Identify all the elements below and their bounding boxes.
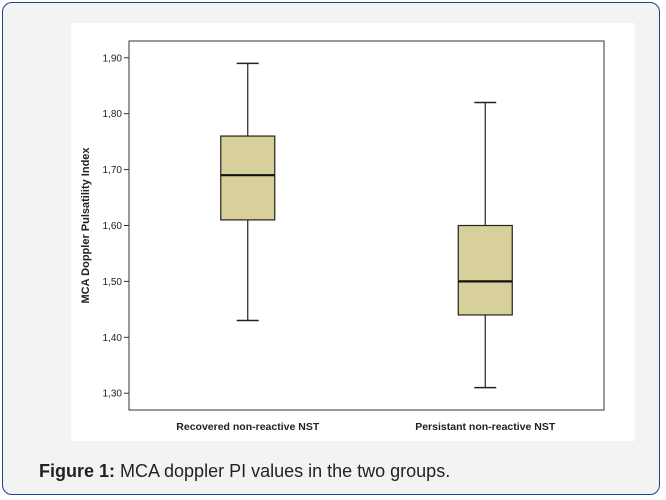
y-tick-label: 1,30 — [103, 389, 123, 400]
y-tick-label: 1,40 — [103, 333, 123, 344]
y-tick-label: 1,50 — [103, 277, 123, 288]
y-tick-label: 1,70 — [103, 165, 123, 176]
box-iqr — [457, 224, 513, 316]
figure-frame: 1,30 1,40 1,50 1,60 1,70 1,80 1,90 MCA Doppler … — [2, 2, 660, 495]
y-tick-label: 1,80 — [103, 109, 123, 120]
y-tick-label: 1,90 — [103, 53, 123, 64]
x-category-label: Recovered non-reactive NST — [176, 421, 320, 433]
box-iqr — [220, 135, 276, 221]
y-axis-label: MCA Doppler Pulsatility Index — [80, 147, 92, 304]
plot-panel: 1,30 1,40 1,50 1,60 1,70 1,80 1,90 MCA Doppler … — [71, 23, 635, 441]
x-category-label: Persistant non-reactive NST — [415, 421, 556, 433]
y-tick-label: 1,60 — [103, 221, 123, 232]
figure-caption-text: MCA doppler PI values in the two groups. — [115, 461, 451, 481]
plot-area-frame — [128, 40, 605, 411]
figure-label: Figure 1: — [39, 461, 116, 481]
boxplot-chart: 1,30 1,40 1,50 1,60 1,70 1,80 1,90 MCA Doppler … — [80, 40, 605, 433]
figure-caption: Figure 1: MCA doppler PI values in the t… — [39, 461, 450, 482]
